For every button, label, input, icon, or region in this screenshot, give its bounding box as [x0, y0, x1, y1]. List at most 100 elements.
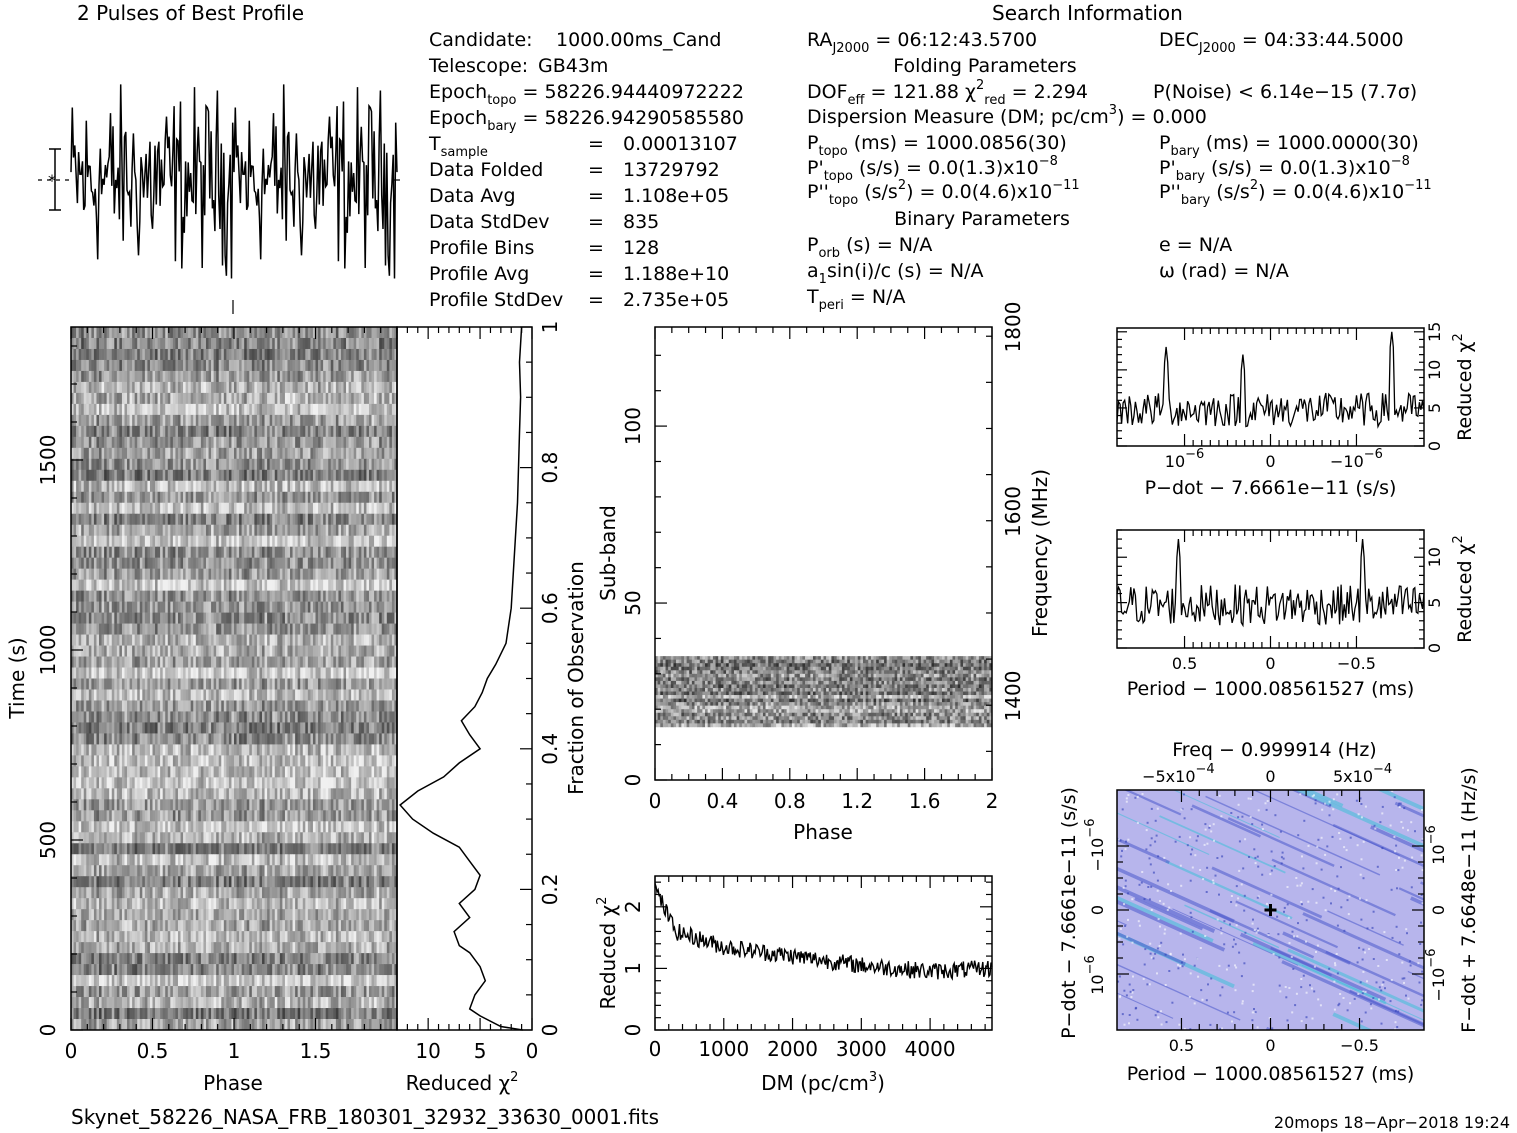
heat-cell — [295, 480, 298, 493]
heat-cell — [374, 491, 377, 504]
heat-cell — [338, 392, 342, 405]
heat-cell — [381, 568, 385, 580]
heat-cell — [109, 601, 113, 613]
heat-cell — [384, 656, 388, 668]
heat-cell — [376, 667, 380, 679]
heat-cell — [211, 623, 214, 635]
heat-cell — [144, 524, 148, 536]
heat-cell — [284, 414, 288, 427]
heat-cell — [183, 579, 186, 591]
heat-cell — [348, 722, 352, 734]
heat-cell — [368, 403, 372, 416]
heat-cell — [76, 634, 79, 646]
heat-cell — [149, 590, 153, 602]
heat-cell — [223, 678, 227, 690]
heat-cell — [328, 700, 332, 712]
heat-cell — [228, 689, 232, 701]
heat-cell — [379, 370, 383, 383]
heat-cell — [226, 535, 230, 547]
heat-cell — [96, 403, 100, 416]
heat-cell — [302, 414, 306, 427]
heat-cell — [88, 425, 92, 438]
heat-cell — [262, 656, 265, 668]
heat-cell — [389, 645, 393, 657]
heat-cell — [185, 623, 189, 635]
heat-cell — [119, 711, 123, 723]
heat-cell — [198, 711, 202, 723]
heat-cell — [144, 502, 148, 515]
heat-cell — [76, 667, 79, 679]
heat-cell — [376, 612, 380, 624]
heat-cell — [340, 491, 344, 504]
heat-cell — [244, 348, 248, 361]
heat-cell — [333, 678, 337, 690]
heat-cell — [384, 590, 388, 602]
heat-cell — [244, 645, 248, 657]
heat-cell — [73, 447, 77, 460]
heat-cell — [185, 502, 189, 515]
heat-cell — [371, 502, 375, 515]
heat-cell — [290, 535, 293, 547]
heat-cell — [205, 348, 209, 361]
heat-cell — [83, 722, 87, 734]
heat-cell — [295, 579, 298, 591]
heat-cell — [127, 535, 130, 547]
heat-cell — [134, 634, 138, 646]
heat-cell — [73, 733, 77, 745]
heat-cell — [361, 392, 365, 405]
heat-cell — [226, 568, 230, 580]
heat-cell — [254, 337, 258, 350]
heat-cell — [223, 546, 227, 558]
heat-cell — [170, 414, 174, 427]
heat-cell — [124, 700, 128, 712]
heat-cell — [376, 359, 380, 372]
heat-cell — [368, 381, 372, 394]
heat-cell — [251, 535, 255, 547]
heat-cell — [81, 327, 85, 339]
heat-cell — [183, 502, 186, 515]
heat-cell — [310, 568, 314, 580]
heat-cell — [374, 370, 377, 383]
heat-cell — [394, 700, 398, 712]
heat-cell — [325, 392, 329, 405]
heat-cell — [142, 722, 146, 734]
heat-cell — [346, 722, 349, 734]
heat-cell — [116, 546, 120, 558]
heat-cell — [287, 348, 291, 361]
heat-cell — [353, 370, 357, 383]
heat-cell — [203, 568, 207, 580]
heat-cell — [340, 381, 344, 394]
heat-cell — [157, 590, 161, 602]
heat-cell — [381, 337, 385, 350]
heat-cell — [175, 656, 179, 668]
heat-cell — [167, 359, 171, 372]
heat-cell — [175, 612, 179, 624]
heat-cell — [203, 590, 207, 602]
heat-cell — [109, 436, 113, 449]
heat-cell — [323, 623, 326, 635]
heat-cell — [88, 678, 92, 690]
heat-cell — [343, 623, 347, 635]
heat-cell — [157, 689, 161, 701]
heat-cell — [394, 590, 398, 602]
heat-cell — [277, 524, 281, 536]
heat-cell — [83, 744, 87, 756]
heat-cell — [315, 502, 319, 515]
heat-cell — [99, 623, 102, 635]
heat-cell — [307, 414, 311, 427]
heat-cell — [386, 722, 390, 734]
heat-cell — [256, 634, 260, 646]
heat-cell — [297, 656, 301, 668]
heat-cell — [290, 700, 293, 712]
heat-cell — [272, 359, 276, 372]
heat-cell — [193, 722, 197, 734]
heat-cell — [384, 733, 388, 745]
heat-cell — [121, 491, 125, 504]
heat-cell — [267, 623, 270, 635]
heat-cell — [213, 359, 217, 372]
heat-cell — [83, 327, 87, 339]
heat-cell — [318, 403, 321, 416]
heat-cell — [302, 480, 306, 493]
heat-cell — [366, 711, 370, 723]
heat-cell — [114, 348, 118, 361]
